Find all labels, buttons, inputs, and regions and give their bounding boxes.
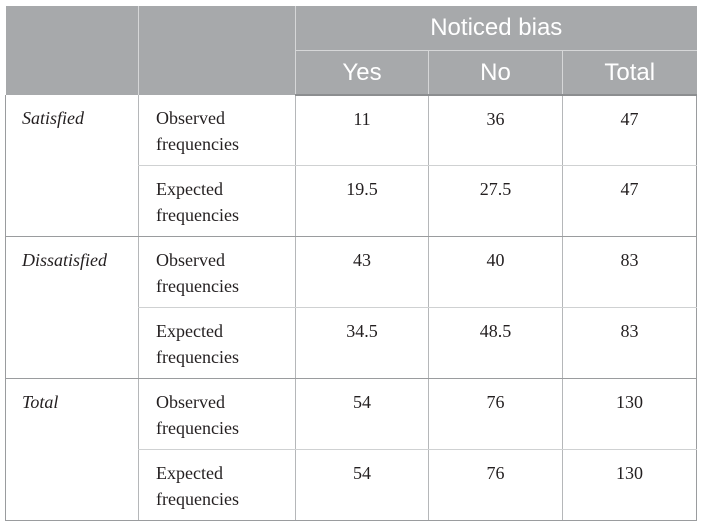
header-corner-group bbox=[5, 6, 139, 95]
header-corner-measure bbox=[138, 6, 296, 95]
cell-total: 47 bbox=[561, 165, 698, 237]
table-row: Satisfied Observed frequencies 11 36 47 bbox=[5, 95, 698, 237]
cell-no: 27.5 bbox=[428, 165, 563, 237]
contingency-table: Noticed bias Yes No Total Satisfied Obse… bbox=[5, 6, 698, 521]
header-row-group: Noticed bias bbox=[5, 6, 697, 95]
group-label-total: Total bbox=[5, 378, 139, 521]
row-label: Observed frequencies bbox=[138, 95, 296, 166]
cell-yes: 19.5 bbox=[295, 165, 429, 237]
row-label: Expected frequencies bbox=[138, 449, 296, 521]
cell-no: 48.5 bbox=[428, 307, 563, 379]
cell-total: 47 bbox=[561, 95, 698, 166]
cell-total: 83 bbox=[561, 307, 698, 379]
cell-total: 130 bbox=[561, 378, 698, 450]
group-label-satisfied: Satisfied bbox=[5, 95, 139, 237]
table-body: Satisfied Observed frequencies 11 36 47 … bbox=[5, 95, 698, 521]
column-header-no: No bbox=[428, 50, 563, 96]
cell-no: 36 bbox=[428, 95, 563, 166]
row-label: Expected frequencies bbox=[138, 307, 296, 379]
header-noticed-bias: Noticed bias bbox=[294, 6, 697, 51]
row-label: Observed frequencies bbox=[138, 236, 296, 308]
column-header-total: Total bbox=[561, 50, 697, 96]
cell-no: 76 bbox=[428, 378, 563, 450]
header-row-columns: Yes No Total bbox=[6, 50, 697, 96]
cell-yes: 54 bbox=[295, 378, 429, 450]
table-row: Dissatisfied Observed frequencies 43 40 … bbox=[5, 236, 698, 379]
cell-yes: 34.5 bbox=[295, 307, 429, 379]
cell-yes: 54 bbox=[295, 449, 429, 521]
cell-yes: 43 bbox=[295, 236, 429, 308]
table-row: Expected frequencies 34.5 48.5 83 bbox=[6, 307, 698, 379]
cell-total: 83 bbox=[561, 236, 698, 308]
row-label: Expected frequencies bbox=[138, 165, 296, 237]
cell-total: 130 bbox=[561, 449, 698, 521]
cell-no: 76 bbox=[428, 449, 563, 521]
table-header: Noticed bias Yes No Total bbox=[5, 6, 697, 96]
cell-no: 40 bbox=[428, 236, 563, 308]
table-row: Expected frequencies 54 76 130 bbox=[6, 449, 698, 521]
table-row: Total Observed frequencies 54 76 130 bbox=[5, 378, 698, 521]
cell-yes: 11 bbox=[295, 95, 429, 166]
row-label: Observed frequencies bbox=[138, 378, 296, 450]
group-label-dissatisfied: Dissatisfied bbox=[5, 236, 139, 379]
column-header-yes: Yes bbox=[295, 50, 429, 96]
table-row: Expected frequencies 19.5 27.5 47 bbox=[6, 165, 698, 237]
